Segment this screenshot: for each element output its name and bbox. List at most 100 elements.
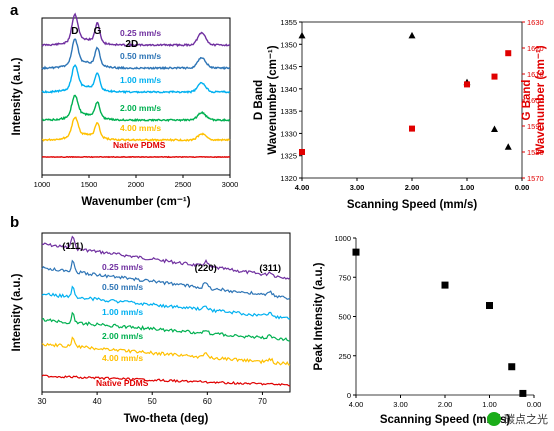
series-label: 1.00 mm/s — [102, 307, 143, 317]
x-tick-label: 30 — [38, 397, 47, 406]
band-position-chart: 4.00 3.00 2.00 1.00 0.00 1320 1325 1330 1335 1340… — [253, 18, 547, 211]
y2-tick-label: 1580 — [527, 148, 544, 157]
series-line — [41, 336, 291, 366]
series-line — [41, 64, 231, 94]
series-line — [41, 311, 291, 342]
series-line — [41, 235, 291, 280]
y-tick-label: 1325 — [280, 152, 297, 161]
y-axis-label-line: D Band — [253, 80, 265, 120]
series-line — [41, 12, 231, 48]
g-band-point — [491, 73, 498, 80]
x-tick-label: 1500 — [81, 180, 98, 189]
y2-axis-label-line: G Band — [521, 80, 533, 121]
series-line — [41, 155, 231, 159]
data-point — [519, 389, 527, 397]
x-axis-label: Two-theta (deg) — [124, 413, 209, 425]
xrd-chart: 30 40 50 60 70 Two-theta (deg) Intensity (a.u.… — [11, 232, 291, 425]
y-tick-label: 1340 — [280, 85, 297, 94]
y-tick-label: 1000 — [334, 234, 351, 243]
y-tick-label: 1330 — [280, 129, 297, 138]
d-band-point — [504, 143, 512, 150]
series-label: 2.00 mm/s — [120, 103, 161, 113]
series-label: 0.50 mm/s — [102, 282, 143, 292]
panel-label-b: b — [10, 214, 20, 231]
y-tick-label: 1355 — [280, 18, 297, 27]
watermark: 碳点之光 — [487, 411, 548, 427]
peak-label: (311) — [259, 263, 281, 274]
y-axis-label: Intensity (a.u.) — [11, 273, 23, 351]
data-point — [508, 363, 516, 371]
x-tick-label: 3.00 — [350, 183, 365, 192]
x-tick-label: 2.00 — [405, 183, 420, 192]
y-tick-label: 250 — [338, 352, 351, 361]
series-label: 0.25 mm/s — [120, 28, 161, 38]
x-tick-label: 50 — [148, 397, 157, 406]
series-line — [41, 38, 231, 71]
y-axis-label-line: Wavenumber (cm⁻¹) — [267, 45, 279, 154]
x-tick-label: 2.00 — [438, 400, 453, 409]
x-tick-label: 4.00 — [349, 400, 364, 409]
x-axis-label: Scanning Speed (mm/s) — [347, 199, 478, 211]
y2-tick-label: 1600 — [527, 96, 544, 105]
d-band-point — [298, 31, 306, 39]
peak-label: D — [71, 26, 78, 37]
panel-label-a: a — [10, 2, 19, 19]
series-line — [41, 285, 291, 320]
series-line — [41, 259, 291, 300]
x-tick-label: 1.00 — [460, 183, 475, 192]
y-tick-label: 1335 — [280, 107, 297, 116]
series-label: 0.25 mm/s — [102, 262, 143, 272]
plot-frame — [301, 21, 523, 179]
data-point — [352, 248, 360, 256]
d-band-point — [491, 125, 498, 132]
y-tick-label: 1345 — [280, 63, 297, 72]
x-tick-label: 60 — [203, 397, 212, 406]
x-tick-label: 70 — [258, 397, 267, 406]
peak-intensity-chart: 4.00 3.00 2.00 1.00 0.00 0 250 500 750 1000 Scanni… — [313, 234, 541, 426]
y2-tick-label: 1570 — [527, 174, 544, 183]
g-band-point — [505, 50, 512, 57]
y-tick-label: 1350 — [280, 40, 297, 49]
series-label: Native PDMS — [113, 140, 166, 150]
y-tick-label: 500 — [338, 313, 351, 322]
x-tick-label: 2000 — [128, 180, 145, 189]
raman-chart: 1000 1500 2000 2500 3000 Wavenumber (cm⁻¹) Int… — [11, 12, 238, 208]
d-band-point — [408, 31, 416, 39]
series-line — [41, 374, 291, 387]
peak-label: 2D — [125, 39, 138, 50]
y2-tick-label: 1590 — [527, 122, 544, 131]
g-band-point — [409, 125, 415, 132]
x-tick-label: 0.00 — [515, 183, 530, 192]
y-tick-label: 750 — [338, 273, 351, 282]
y2-tick-label: 1630 — [527, 18, 544, 27]
g-band-point — [464, 81, 470, 88]
watermark-text: 碳点之光 — [504, 413, 548, 426]
series-label: 4.00 mm/s — [102, 353, 143, 363]
wechat-icon — [487, 412, 501, 426]
x-tick-label: 3.00 — [393, 400, 408, 409]
data-point — [441, 281, 449, 289]
series-label: 0.50 mm/s — [120, 51, 161, 61]
x-tick-label: 4.00 — [295, 183, 310, 192]
x-tick-label: 1000 — [34, 180, 51, 189]
y2-axis-label: G Band Wavenumber (cm⁻¹) — [521, 45, 547, 154]
series-label: 4.00 mm/s — [120, 123, 161, 133]
y-tick-label: 1320 — [280, 174, 297, 183]
x-axis-label: Wavenumber (cm⁻¹) — [81, 196, 190, 208]
series-label: 1.00 mm/s — [120, 75, 161, 85]
series-label: Native PDMS — [96, 378, 149, 388]
peak-label: G — [94, 26, 102, 37]
peak-label: (111) — [62, 241, 83, 252]
x-tick-label: 2500 — [175, 180, 192, 189]
series-label: 2.00 mm/s — [102, 331, 143, 341]
series-line — [41, 116, 231, 143]
y-axis-label: Intensity (a.u.) — [11, 57, 23, 135]
x-axis-label: Scanning Speed (mm/s) — [380, 414, 511, 426]
g-band-point — [299, 149, 305, 155]
x-tick-label: 0.00 — [527, 400, 542, 409]
series-line — [41, 94, 231, 123]
y2-tick-label: 1610 — [527, 70, 544, 79]
data-point — [486, 302, 493, 310]
y-tick-label: 0 — [347, 391, 351, 400]
